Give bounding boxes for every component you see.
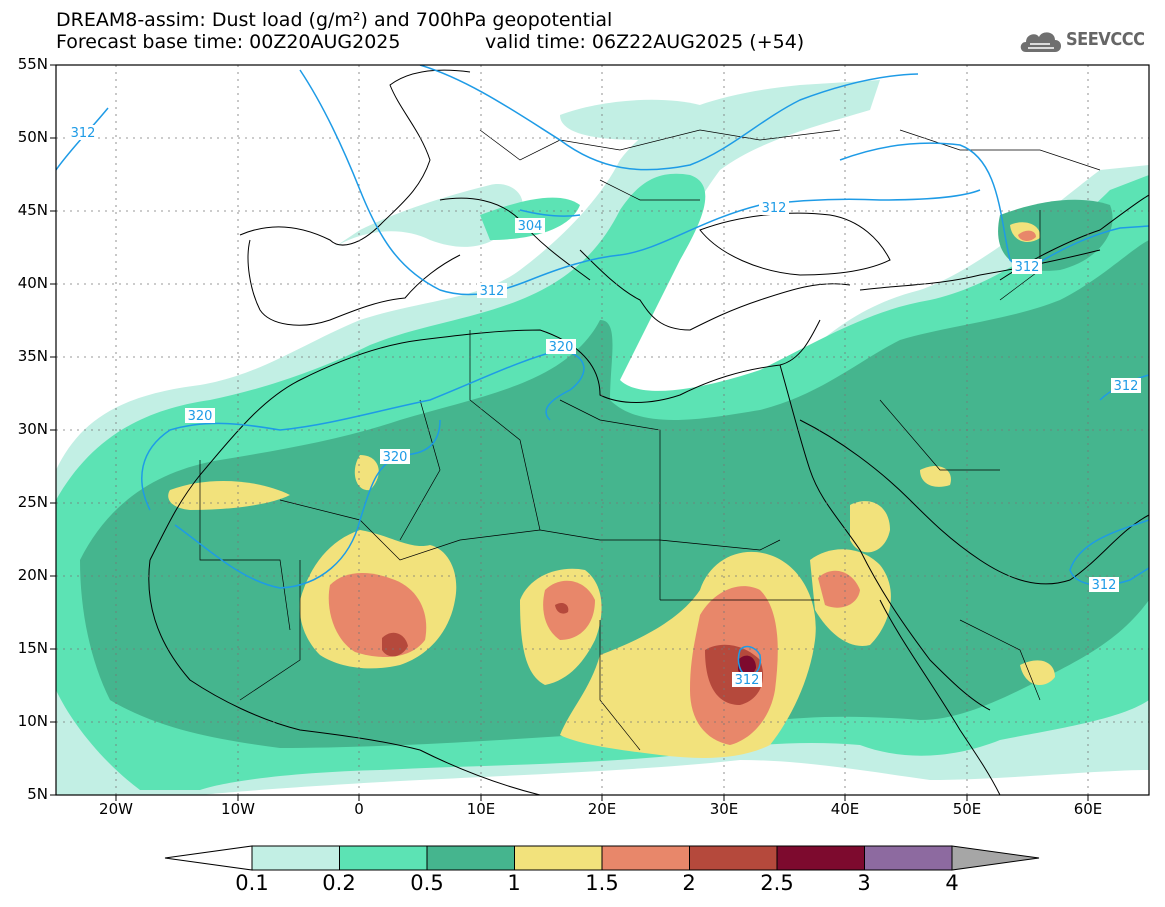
forecast-base-time: Forecast base time: 00Z20AUG2025 — [56, 31, 401, 53]
lat-label: 35N — [17, 347, 48, 365]
contour-label-text: 320 — [188, 409, 213, 424]
colorbar-under-arrow — [164, 845, 253, 871]
geopotential-contours — [56, 65, 1149, 677]
contour-label: 320 — [546, 339, 576, 355]
contour-label-text: 312 — [735, 673, 760, 688]
lat-label: 25N — [17, 493, 48, 511]
colorbar-label: 1.5 — [585, 871, 619, 895]
lat-label: 50N — [17, 128, 48, 146]
colorbar-label: 2.5 — [760, 871, 794, 895]
contour-label-text: 320 — [383, 450, 408, 465]
valid-time: valid time: 06Z22AUG2025 (+54) — [485, 31, 805, 53]
lon-label: 40E — [830, 800, 860, 818]
colorbar-swatch — [339, 845, 428, 871]
lon-label: 50E — [952, 800, 982, 818]
contour-label: 312 — [68, 125, 98, 141]
lon-label: 10E — [466, 800, 496, 818]
axis-ticks — [50, 64, 1089, 801]
lon-label: 0 — [354, 800, 364, 818]
lat-label: 20N — [17, 566, 48, 584]
colorbar-label: 0.2 — [322, 871, 356, 895]
contour-label-text: 312 — [1114, 379, 1139, 394]
colorbar-swatch — [601, 845, 690, 871]
colorbar-swatch — [864, 845, 953, 871]
contour-label-text: 312 — [71, 126, 96, 141]
contour-label-text: 320 — [549, 340, 574, 355]
lon-label: 30E — [709, 800, 739, 818]
colorbar-label: 2 — [682, 871, 696, 895]
lon-label: 20E — [587, 800, 617, 818]
colorbar-label: 3 — [857, 871, 871, 895]
colorbar-swatch — [776, 845, 865, 871]
chart-title: DREAM8-assim: Dust load (g/m²) and 700hP… — [56, 9, 613, 31]
logo-text: SEEVCCC — [1066, 29, 1145, 50]
contour-label: 312 — [1012, 259, 1042, 275]
colorbar-swatch — [426, 845, 515, 871]
contour-labels: 312 304 312 312 320 320 320 312 312 312 … — [68, 125, 1141, 688]
colorbar-label: 4 — [945, 871, 959, 895]
contour-label: 312 — [477, 283, 507, 299]
colorbar-label: 1 — [507, 871, 521, 895]
lat-label: 30N — [17, 420, 48, 438]
coastlines — [148, 69, 1149, 795]
lon-label: 10W — [221, 800, 255, 818]
colorbar-swatch — [689, 845, 778, 871]
colorbar-label: 0.1 — [235, 871, 269, 895]
graticule — [56, 65, 1149, 795]
lat-label: 15N — [17, 639, 48, 657]
contour-label: 312 — [1089, 577, 1119, 593]
colorbar-swatch — [251, 845, 340, 871]
map-canvas — [56, 65, 1149, 795]
colorbar-swatch — [514, 845, 603, 871]
contour-label-text: 312 — [762, 201, 787, 216]
contour-label: 304 — [515, 218, 545, 234]
seevccc-logo: SEEVCCC — [1018, 26, 1158, 56]
contour-label-text: 312 — [1015, 260, 1040, 275]
country-borders — [199, 129, 1101, 751]
colorbar-label: 0.5 — [410, 871, 444, 895]
lat-label: 40N — [17, 274, 48, 292]
contour-label: 312 — [732, 672, 762, 688]
lat-label: 5N — [27, 785, 48, 803]
colorbar-over-arrow — [951, 845, 1040, 871]
contour-label: 320 — [185, 408, 215, 424]
lat-label: 45N — [17, 201, 48, 219]
lon-label: 20W — [99, 800, 133, 818]
forecast-time-line: Forecast base time: 00Z20AUG2025 valid ti… — [56, 31, 804, 53]
cloud-icon — [1020, 32, 1061, 52]
contour-label: 320 — [380, 449, 410, 465]
contour-label-text: 304 — [518, 219, 543, 234]
lon-label: 60E — [1073, 800, 1103, 818]
contour-label: 312 — [759, 200, 789, 216]
contour-label-text: 312 — [1092, 578, 1117, 593]
contour-label-text: 312 — [480, 284, 505, 299]
lat-label: 55N — [17, 55, 48, 73]
contour-label: 312 — [1111, 378, 1141, 394]
colorbar — [164, 845, 1040, 871]
lat-label: 10N — [17, 712, 48, 730]
